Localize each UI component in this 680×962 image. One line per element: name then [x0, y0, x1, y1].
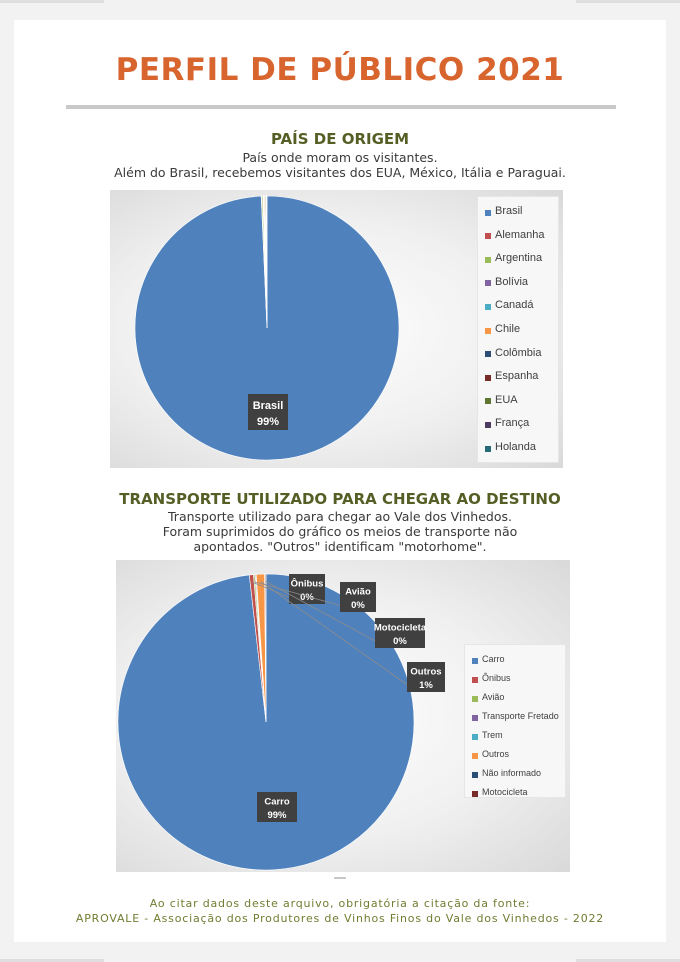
- origin-legend-label-holanda: Holanda: [495, 441, 536, 453]
- transport-data-label-value-carro: 99%: [267, 810, 287, 821]
- transport-leader-line-outros: [260, 581, 410, 687]
- transport-data-label-value-onibus: 0%: [300, 592, 314, 603]
- transport-legend-swatch-carro: [472, 657, 478, 664]
- transport-leader-line-onibus: [251, 581, 292, 599]
- origin-legend-label-eua: EUA: [495, 393, 518, 406]
- transport-legend-label-outros: Outros: [482, 749, 510, 759]
- transport-pie-chart: Ônibus 0% Avião 0% Motocicleta 0% Outros 1% Carr…: [116, 560, 570, 872]
- corner-bar-top-right: [576, 0, 680, 3]
- footer-source: APROVALE - Associação dos Produtores de …: [75, 912, 605, 925]
- origin-pie-chart: Brasil 99% Brasil Alemanha Argentina Bolívia…: [110, 190, 563, 468]
- transport-data-label-box-motocicleta: [375, 618, 425, 648]
- corner-bar-top-left: [0, 0, 104, 3]
- transport-legend-swatch-onibus: [472, 676, 478, 683]
- transport-legend-label-trem: Trem: [482, 730, 503, 740]
- transport-data-label-value-aviao: 0%: [351, 600, 365, 611]
- origin-data-label-brasil: Brasil 99%: [248, 394, 288, 430]
- origin-legend-label-argentina: Argentina: [495, 252, 543, 265]
- section-description-transport-line-1: Transporte utilizado para chegar ao Vale…: [168, 509, 512, 524]
- origin-pie-svg: Brasil 99%: [134, 195, 400, 461]
- origin-data-label-value-brasil: 99%: [257, 416, 279, 428]
- section-heading-transport: TRANSPORTE UTILIZADO PARA CHEGAR AO DEST…: [119, 490, 561, 508]
- origin-legend-label-espanha: Espanha: [495, 370, 539, 383]
- origin-legend-label-chile: Chile: [495, 323, 521, 335]
- section-description-origin-line-2: Além do Brasil, recebemos visitantes dos…: [114, 165, 566, 180]
- origin-data-label-box-brasil: [248, 394, 288, 430]
- origin-legend-swatch-franca: [485, 421, 491, 428]
- section-heading-origin: PAÍS DE ORIGEM: [270, 130, 410, 148]
- origin-legend-swatch-eua: [485, 398, 491, 405]
- origin-data-label-name-brasil: Brasil: [253, 400, 284, 412]
- transport-legend-label-aviao: Avião: [482, 692, 505, 702]
- origin-legend-swatch-holanda: [485, 445, 491, 452]
- origin-legend-swatch-brasil: [485, 209, 491, 216]
- transport-leader-line-aviao: [254, 581, 343, 607]
- section-description-origin-line-1: País onde moram os visitantes.: [242, 150, 438, 165]
- transport-legend-swatch-outros: [472, 752, 478, 759]
- corner-bar-bottom-right: [576, 959, 680, 962]
- transport-data-label-box-onibus: [289, 574, 325, 604]
- section-description-transport-line-3: apontados. "Outros" identificam "motorho…: [193, 539, 487, 554]
- transport-legend-swatch-aviao: [472, 695, 478, 702]
- title-divider: [66, 105, 616, 109]
- origin-legend-swatch-bolivia: [485, 280, 491, 287]
- transport-data-label-box-carro: [257, 792, 297, 822]
- transport-data-label-aviao: Avião 0%: [254, 581, 376, 612]
- transport-slice-motocicleta: [264, 573, 267, 723]
- origin-legend-swatch-argentina: [485, 256, 491, 263]
- transport-legend-swatch-transporte-fretado: [472, 714, 478, 721]
- transport-legend-label-transporte-fretado: Transporte Fretado: [482, 711, 559, 721]
- origin-legend-label-franca: França: [495, 417, 530, 430]
- transport-data-label-name-outros: Outros: [410, 667, 441, 678]
- transport-data-label-name-motocicleta: Motocicleta: [374, 623, 427, 634]
- transport-data-label-box-aviao: [340, 582, 376, 612]
- origin-legend-label-brasil: Brasil: [495, 205, 523, 217]
- transport-data-label-onibus: Ônibus 0%: [251, 574, 325, 604]
- transport-data-label-motocicleta: Motocicleta 0%: [265, 581, 427, 648]
- origin-legend-label-canada: Canadá: [495, 299, 534, 312]
- origin-legend-label-colombia: Colômbia: [495, 346, 542, 359]
- origin-legend-swatch-colombia: [485, 351, 491, 358]
- transport-legend-label-nao-informado: Não informado: [482, 768, 542, 778]
- origin-legend-label-alemanha: Alemanha: [495, 228, 545, 241]
- transport-leader-line-motocicleta: [265, 581, 378, 643]
- origin-legend-swatch-espanha: [485, 374, 491, 381]
- origin-legend-label-bolivia: Bolívia: [495, 275, 529, 288]
- page-title: PERFIL DE PÚBLICO 2021: [115, 52, 565, 88]
- origin-legend: Brasil Alemanha Argentina Bolívia Canadá Chil…: [477, 196, 559, 463]
- transport-legend-swatch-nao-informado: [472, 771, 478, 778]
- origin-legend-swatch-alemanha: [485, 233, 491, 240]
- transport-data-label-outros: Outros 1%: [260, 581, 445, 692]
- transport-data-label-value-outros: 1%: [419, 680, 433, 691]
- transport-data-label-box-outros: [407, 662, 445, 692]
- page-indicator: [334, 877, 346, 879]
- corner-bar-bottom-left: [0, 959, 104, 962]
- transport-legend-swatch-motocicleta: [472, 790, 478, 797]
- transport-data-label-name-carro: Carro: [264, 797, 290, 808]
- footer-citation-notice: Ao citar dados deste arquivo, obrigatóri…: [149, 897, 531, 910]
- transport-legend-swatch-trem: [472, 733, 478, 740]
- transport-legend-label-carro: Carro: [482, 654, 505, 664]
- transport-legend: Carro Ônibus Avião Transporte Fretado Trem Ou…: [464, 644, 566, 798]
- origin-legend-swatch-chile: [485, 327, 491, 334]
- transport-legend-label-onibus: Ônibus: [482, 673, 511, 683]
- section-description-transport-line-2: Foram suprimidos do gráfico os meios de …: [162, 524, 518, 539]
- origin-legend-swatch-canada: [485, 303, 491, 310]
- transport-data-label-value-motocicleta: 0%: [393, 636, 407, 647]
- transport-data-label-carro: Carro 99%: [257, 792, 297, 822]
- transport-legend-label-motocicleta: Motocicleta: [482, 787, 528, 797]
- transport-pie-svg: Ônibus 0% Avião 0% Motocicleta 0% Outros 1% Carr…: [117, 573, 445, 871]
- transport-data-label-name-aviao: Avião: [345, 587, 371, 598]
- transport-data-label-name-onibus: Ônibus: [291, 578, 324, 590]
